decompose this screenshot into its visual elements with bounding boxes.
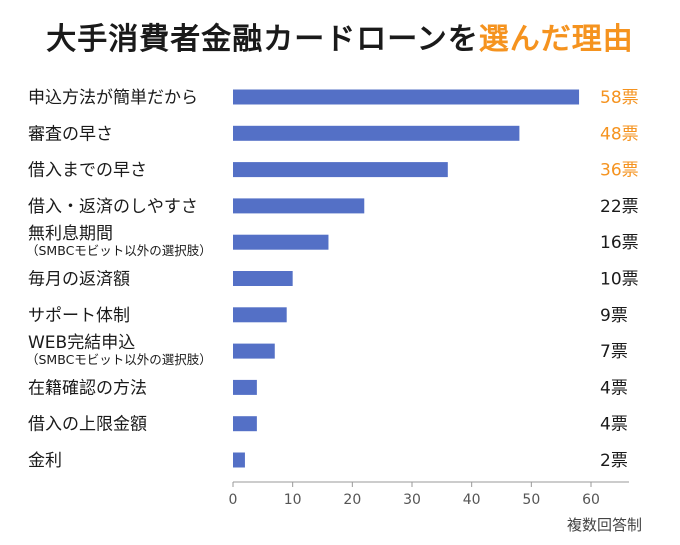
bar-4 xyxy=(233,198,365,214)
category-label-11: 金利 xyxy=(28,451,62,471)
footnote-multiple-answers: 複数回答制 xyxy=(566,516,642,534)
x-tick-label-10: 10 xyxy=(284,492,302,508)
category-label-4: 借入・返済のしやすさ xyxy=(28,197,198,217)
bar-3 xyxy=(233,162,448,178)
x-tick-label-0: 0 xyxy=(229,492,238,508)
x-tick-label-30: 30 xyxy=(403,492,421,508)
category-label-3: 借入までの早さ xyxy=(28,161,147,181)
bar-7 xyxy=(233,307,287,323)
value-label-1: 58票 xyxy=(600,88,639,108)
value-label-8: 7票 xyxy=(600,342,628,362)
value-label-9: 4票 xyxy=(600,378,628,398)
category-label-5: 無利息期間 xyxy=(28,224,113,244)
value-label-10: 4票 xyxy=(600,415,628,435)
bar-2 xyxy=(233,125,520,141)
category-label-9: 在籍確認の方法 xyxy=(28,378,147,398)
value-label-7: 9票 xyxy=(600,306,628,326)
x-tick-label-40: 40 xyxy=(463,492,481,508)
category-label-2: 審査の早さ xyxy=(28,124,113,144)
value-label-6: 10票 xyxy=(600,270,639,290)
value-label-3: 36票 xyxy=(600,161,639,181)
value-label-11: 2票 xyxy=(600,451,628,471)
category-sublabel-5: （SMBCモビット以外の選択肢） xyxy=(26,243,212,258)
x-tick-label-60: 60 xyxy=(582,492,600,508)
category-label-10: 借入の上限金額 xyxy=(28,415,147,435)
chart-title-accent: 選んだ理由 xyxy=(478,22,634,57)
bar-5 xyxy=(233,234,329,250)
x-tick-label-50: 50 xyxy=(522,492,540,508)
chart-title-main: 大手消費者金融カードローンを xyxy=(46,22,479,57)
category-sublabel-8: （SMBCモビット以外の選択肢） xyxy=(26,352,212,367)
bar-6 xyxy=(233,271,293,286)
value-label-2: 48票 xyxy=(600,124,639,144)
bar-8 xyxy=(233,343,275,359)
category-label-7: サポート体制 xyxy=(28,306,130,326)
category-label-8: WEB完結申込 xyxy=(28,333,135,353)
value-label-4: 22票 xyxy=(600,197,639,217)
bar-11 xyxy=(233,452,245,468)
chart-title: 大手消費者金融カードローンを選んだ理由 xyxy=(0,14,680,58)
value-label-5: 16票 xyxy=(600,233,639,253)
bar-9 xyxy=(233,379,257,395)
category-label-1: 申込方法が簡単だから xyxy=(28,88,198,108)
x-tick-label-20: 20 xyxy=(343,492,361,508)
bar-1 xyxy=(233,89,580,105)
bar-10 xyxy=(233,416,257,432)
category-label-6: 毎月の返済額 xyxy=(28,270,130,290)
